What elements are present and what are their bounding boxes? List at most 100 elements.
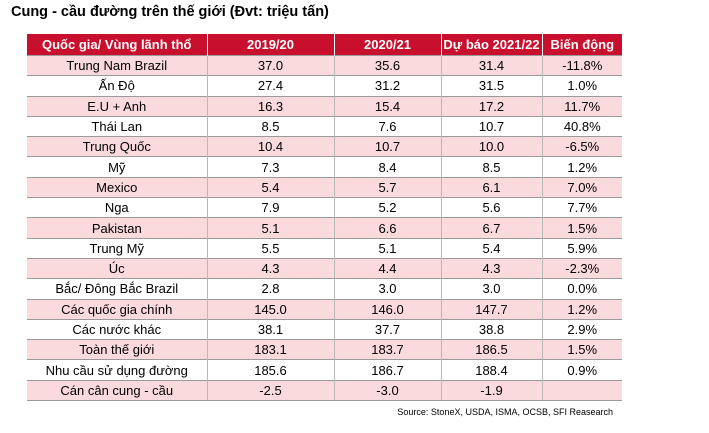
cell-change: 5.9%: [542, 237, 622, 259]
cell-2019-20: 183.1: [207, 339, 335, 360]
table-row: Pakistan 5.1 6.6 6.7 1.5%: [27, 217, 622, 239]
cell-2019-20: 8.5: [207, 115, 335, 137]
cell-change: 0.0%: [542, 278, 622, 300]
cell-change: [542, 379, 622, 402]
cell-2019-20: 38.1: [207, 318, 335, 340]
cell-forecast: 3.0: [441, 278, 543, 300]
cell-country: Mexico: [27, 176, 208, 198]
cell-country: Thái Lan: [27, 115, 208, 137]
cell-2019-20: 4.3: [207, 257, 335, 279]
cell-country: Úc: [27, 257, 208, 279]
cell-change: 0.9%: [542, 359, 622, 381]
cell-country: Cán cân cung - cầu: [27, 379, 208, 402]
cell-change: -2.3%: [542, 257, 622, 279]
cell-forecast: 4.3: [441, 257, 543, 279]
cell-2019-20: 5.5: [207, 237, 335, 259]
cell-2019-20: 7.3: [207, 156, 335, 178]
table-header-row: Quốc gia/ Vùng lãnh thổ 2019/20 2020/21 …: [27, 34, 622, 56]
cell-2019-20: 5.1: [207, 217, 335, 239]
cell-2019-20: 5.4: [207, 176, 335, 198]
table-row: Mỹ 7.3 8.4 8.5 1.2%: [27, 156, 622, 178]
cell-2019-20: 27.4: [207, 75, 335, 97]
cell-2020-21: 4.4: [334, 257, 442, 279]
cell-2020-21: 5.7: [334, 176, 442, 198]
cell-2020-21: 3.0: [334, 278, 442, 300]
table-row: Nhu cầu sử dụng đường 185.6 186.7 188.4 0.9%: [27, 359, 622, 381]
cell-2020-21: 186.7: [334, 359, 442, 381]
source-note: Source: StoneX, USDA, ISMA, OCSB, SFI Re…: [397, 407, 613, 417]
cell-2019-20: 10.4: [207, 136, 335, 157]
cell-change: 7.0%: [542, 176, 622, 198]
header-2020-21: 2020/21: [334, 34, 442, 56]
cell-forecast: 6.1: [441, 176, 543, 198]
table-row: Ấn Độ 27.4 31.2 31.5 1.0%: [27, 75, 622, 97]
table-row: Mexico 5.4 5.7 6.1 7.0%: [27, 176, 622, 198]
table-body: Trung Nam Brazil 37.0 35.6 31.4 -11.8% Ấn Độ 2…: [27, 54, 622, 402]
cell-country: Các nước khác: [27, 318, 208, 340]
cell-2020-21: 15.4: [334, 95, 442, 117]
cell-forecast: 17.2: [441, 95, 543, 117]
cell-forecast: 188.4: [441, 359, 543, 381]
cell-2019-20: 185.6: [207, 359, 335, 381]
cell-2020-21: -3.0: [334, 379, 442, 402]
table-row: Cán cân cung - cầu -2.5 -3.0 -1.9: [27, 379, 622, 402]
cell-2020-21: 146.0: [334, 298, 442, 320]
cell-2020-21: 7.6: [334, 115, 442, 137]
cell-2019-20: 2.8: [207, 278, 335, 300]
table-row: Úc 4.3 4.4 4.3 -2.3%: [27, 257, 622, 279]
cell-change: 1.2%: [542, 156, 622, 178]
cell-change: 40.8%: [542, 115, 622, 137]
cell-forecast: 38.8: [441, 318, 543, 340]
cell-2019-20: 145.0: [207, 298, 335, 320]
cell-2020-21: 5.1: [334, 237, 442, 259]
cell-2020-21: 31.2: [334, 75, 442, 97]
cell-2020-21: 35.6: [334, 54, 442, 76]
cell-forecast: 5.6: [441, 197, 543, 218]
cell-2020-21: 5.2: [334, 197, 442, 218]
cell-country: Các quốc gia chính: [27, 298, 208, 320]
cell-country: Nhu cầu sử dụng đường: [27, 359, 208, 381]
cell-forecast: 10.7: [441, 115, 543, 137]
cell-2019-20: -2.5: [207, 379, 335, 402]
table-row: Các quốc gia chính 145.0 146.0 147.7 1.2%: [27, 298, 622, 320]
cell-country: Nga: [27, 197, 208, 218]
table-row: Toàn thế giới 183.1 183.7 186.5 1.5%: [27, 339, 622, 360]
cell-change: 1.5%: [542, 339, 622, 360]
cell-forecast: 6.7: [441, 217, 543, 239]
cell-forecast: -1.9: [441, 379, 543, 402]
cell-country: Trung Nam Brazil: [27, 54, 208, 76]
table-row: Thái Lan 8.5 7.6 10.7 40.8%: [27, 115, 622, 137]
page-title: Cung - cầu đường trên thế giới (Đvt: tri…: [11, 4, 329, 20]
cell-change: 1.0%: [542, 75, 622, 97]
cell-forecast: 31.4: [441, 54, 543, 76]
cell-country: E.U + Anh: [27, 95, 208, 117]
cell-change: -11.8%: [542, 54, 622, 76]
cell-country: Bắc/ Đông Bắc Brazil: [27, 278, 208, 300]
cell-country: Trung Mỹ: [27, 237, 208, 259]
cell-2019-20: 16.3: [207, 95, 335, 117]
header-country: Quốc gia/ Vùng lãnh thổ: [27, 34, 208, 56]
cell-change: 2.9%: [542, 318, 622, 340]
supply-demand-table: Quốc gia/ Vùng lãnh thổ 2019/20 2020/21 …: [27, 34, 622, 402]
table-row: E.U + Anh 16.3 15.4 17.2 11.7%: [27, 95, 622, 117]
cell-2020-21: 183.7: [334, 339, 442, 360]
cell-2019-20: 7.9: [207, 197, 335, 218]
header-change: Biến động: [542, 34, 622, 56]
cell-2020-21: 6.6: [334, 217, 442, 239]
cell-forecast: 8.5: [441, 156, 543, 178]
cell-forecast: 31.5: [441, 75, 543, 97]
table-row: Nga 7.9 5.2 5.6 7.7%: [27, 197, 622, 218]
cell-forecast: 5.4: [441, 237, 543, 259]
cell-change: 7.7%: [542, 197, 622, 218]
cell-2020-21: 8.4: [334, 156, 442, 178]
cell-country: Trung Quốc: [27, 136, 208, 157]
cell-country: Mỹ: [27, 156, 208, 178]
cell-2019-20: 37.0: [207, 54, 335, 76]
cell-2020-21: 10.7: [334, 136, 442, 157]
table-row: Trung Mỹ 5.5 5.1 5.4 5.9%: [27, 237, 622, 259]
cell-change: 1.2%: [542, 298, 622, 320]
table-row: Trung Quốc 10.4 10.7 10.0 -6.5%: [27, 136, 622, 157]
header-2019-20: 2019/20: [207, 34, 335, 56]
cell-change: 11.7%: [542, 95, 622, 117]
cell-2020-21: 37.7: [334, 318, 442, 340]
